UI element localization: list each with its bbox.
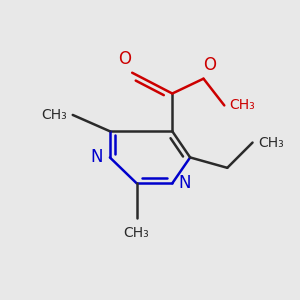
Text: O: O: [203, 56, 217, 74]
Text: CH₃: CH₃: [258, 136, 284, 150]
Text: CH₃: CH₃: [124, 226, 149, 240]
Text: CH₃: CH₃: [229, 98, 254, 112]
Text: N: N: [91, 148, 103, 166]
Text: CH₃: CH₃: [42, 108, 68, 122]
Text: N: N: [179, 174, 191, 192]
Text: O: O: [118, 50, 131, 68]
